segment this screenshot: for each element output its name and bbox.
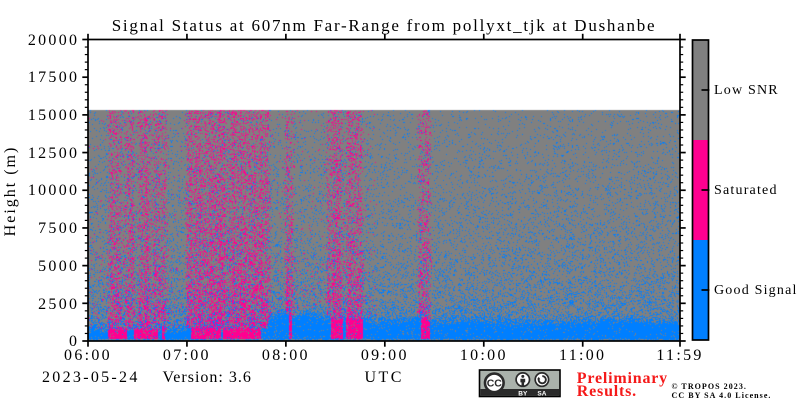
svg-text:SA: SA [537, 390, 546, 397]
svg-text:BY: BY [518, 390, 528, 397]
svg-text:CC: CC [487, 378, 503, 390]
